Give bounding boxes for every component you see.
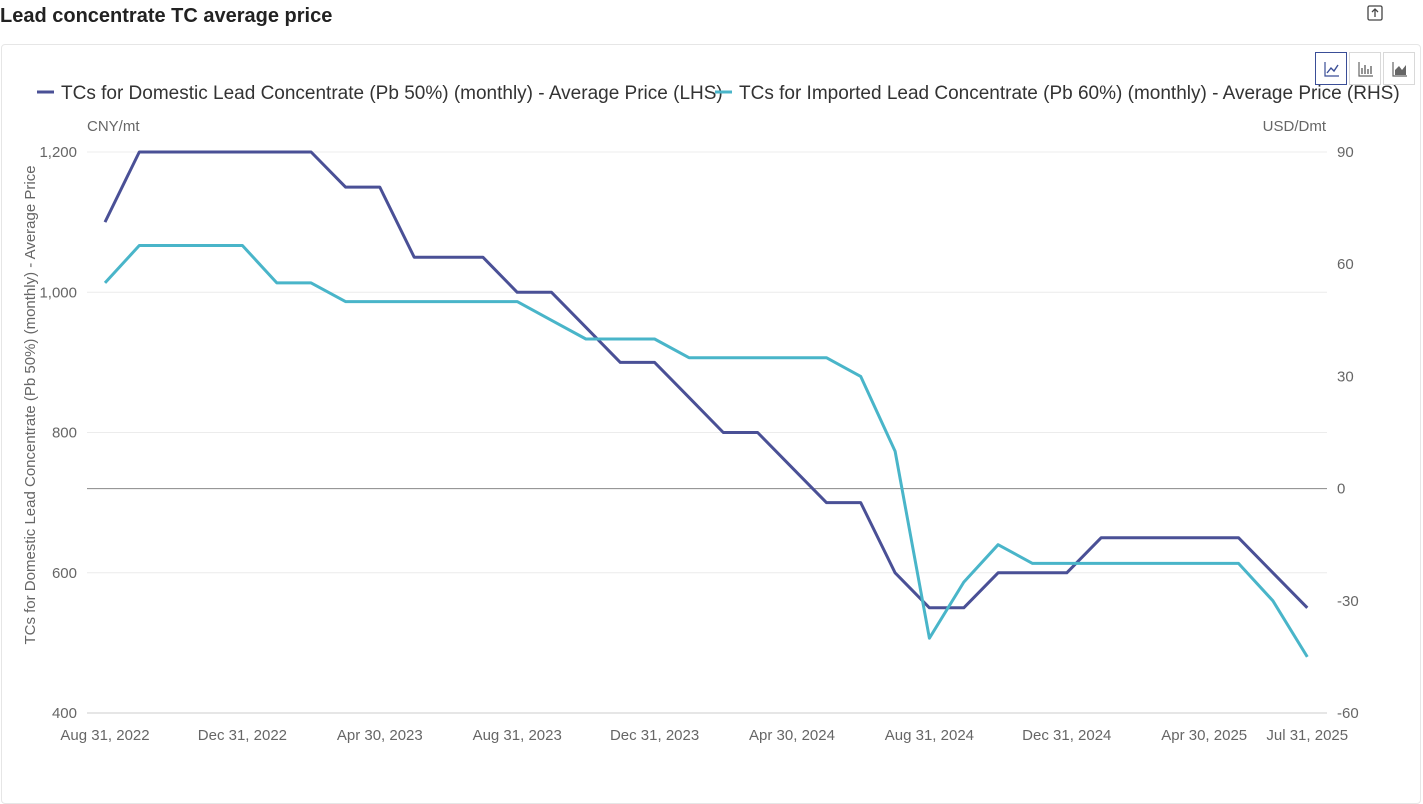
right-tick-label: 90 (1337, 144, 1354, 161)
x-tick-label: Dec 31, 2023 (610, 727, 699, 744)
left-tick-label: 400 (52, 705, 77, 722)
x-tick-label: Aug 31, 2024 (885, 727, 974, 744)
left-tick-label: 800 (52, 425, 77, 442)
right-tick-label: -30 (1337, 593, 1359, 610)
legend-label: TCs for Domestic Lead Concentrate (Pb 50… (61, 83, 723, 104)
left-tick-label: 1,000 (39, 284, 77, 301)
left-tick-label: 600 (52, 565, 77, 582)
left-tick-label: 1,200 (39, 144, 77, 161)
right-tick-label: 0 (1337, 481, 1345, 498)
right-tick-label: -60 (1337, 705, 1359, 722)
series-line-imported (105, 246, 1307, 657)
x-tick-label: Aug 31, 2023 (473, 727, 562, 744)
series-line-domestic (105, 152, 1307, 608)
right-axis-unit: USD/Dmt (1263, 118, 1327, 135)
right-tick-label: 60 (1337, 256, 1354, 273)
x-tick-label: Dec 31, 2024 (1022, 727, 1111, 744)
x-tick-label: Aug 31, 2022 (60, 727, 149, 744)
left-axis-unit: CNY/mt (87, 118, 140, 135)
x-tick-label: Apr 30, 2024 (749, 727, 835, 744)
x-tick-label: Apr 30, 2023 (337, 727, 423, 744)
left-axis-title: TCs for Domestic Lead Concentrate (Pb 50… (22, 165, 39, 644)
x-tick-label: Apr 30, 2025 (1161, 727, 1247, 744)
legend-label: TCs for Imported Lead Concentrate (Pb 60… (739, 83, 1400, 104)
x-tick-label: Dec 31, 2022 (198, 727, 287, 744)
x-tick-label: Jul 31, 2025 (1266, 727, 1348, 744)
right-tick-label: 30 (1337, 368, 1354, 385)
